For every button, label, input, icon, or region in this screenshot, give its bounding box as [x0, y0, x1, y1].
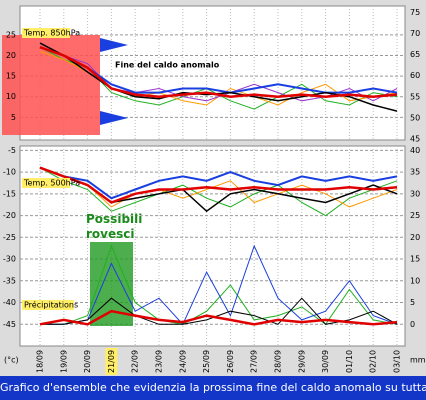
x-tick-label: 30/09 [321, 350, 330, 373]
x-tick-label: 01/10 [345, 350, 354, 373]
y2-tick-label: 0 [410, 320, 415, 329]
x-tick-label: 22/09 [131, 350, 140, 373]
annotation: Possibili rovesci [86, 212, 143, 241]
y-tick-label: -45 [3, 320, 16, 329]
x-tick-label: 20/09 [83, 350, 92, 373]
label-bg [22, 300, 74, 310]
series-line [39, 166, 398, 200]
x-tick-label: 28/09 [274, 350, 283, 373]
caption: Grafico d'ensemble che evidenzia la pros… [0, 376, 426, 400]
panel-title: Temp. 500hPa [23, 179, 80, 188]
y-tick-label: -5 [8, 146, 16, 155]
x-tick-label: 19/09 [59, 350, 68, 373]
y-tick-label: -15 [3, 189, 16, 198]
y-tick-label: -30 [3, 255, 16, 264]
y-tick-label: 20 [6, 51, 16, 60]
y-tick-label: 5 [11, 113, 16, 122]
y2-tick-label: 40 [410, 146, 420, 155]
label-bg [22, 28, 70, 38]
y-tick-label: -10 [3, 168, 16, 177]
y2-tick-label: 65 [410, 50, 420, 59]
label-bg [22, 178, 70, 188]
panel-title: Temp. 850hPa [23, 29, 80, 38]
series-line [39, 309, 398, 326]
highlight [105, 348, 118, 375]
y2-tick-label: 70 [410, 29, 420, 38]
y2-tick-label: 45 [410, 135, 420, 144]
y2-tick-label: 15 [410, 255, 420, 264]
x-tick-label: 24/09 [178, 350, 187, 373]
x-tick-label: 27/09 [250, 350, 259, 373]
x-tick-label: 21/09 [107, 350, 116, 373]
y2-tick-label: 20 [410, 233, 420, 242]
y2-tick-label: 60 [410, 71, 420, 80]
y-tick-label: -40 [3, 298, 16, 307]
y-tick-label: 15 [6, 72, 16, 81]
y2-tick-label: 75 [410, 8, 420, 17]
y-tick-label: -20 [3, 211, 16, 220]
y2-tick-label: 35 [410, 168, 420, 177]
x-tick-label: 02/10 [369, 350, 378, 373]
y-tick-label: 10 [6, 92, 16, 101]
y2-tick-label: 50 [410, 114, 420, 123]
panel-label: Temp. 850hPa [22, 28, 80, 38]
series-line [40, 244, 398, 326]
y2-tick-label: 55 [410, 92, 420, 101]
unit-right: mm [410, 356, 426, 365]
unit-left: (°c) [4, 356, 19, 365]
arrow [100, 38, 128, 52]
chart: (°c) mm 18/09 19/09 20/09 21/09 22/09 23/09 24… [2, 5, 426, 375]
y-tick-label: 25 [6, 30, 16, 39]
y2-label: Précipitations [24, 300, 78, 310]
y-tick-label: -35 [3, 276, 16, 285]
x-tick-label: 18/09 [36, 350, 45, 373]
arrow [100, 111, 128, 125]
x-tick-label: 29/09 [297, 350, 306, 373]
x-tick-label: 03/10 [393, 350, 402, 373]
x-tick-label: 26/09 [226, 350, 235, 373]
series-line [40, 244, 398, 326]
y2-tick-label: 10 [410, 276, 420, 285]
panel-label: Temp. 500hPa [22, 178, 80, 188]
y-tick-label: -25 [3, 233, 16, 242]
annotation: Fine del caldo anomalo [115, 61, 220, 70]
series-line [39, 46, 398, 98]
series-line [39, 166, 398, 204]
x-tick-label: 25/09 [202, 350, 211, 373]
y2-tick-label: 30 [410, 189, 420, 198]
y2-tick-label: 25 [410, 211, 420, 220]
x-tick-label: 23/09 [155, 350, 164, 373]
series-line [39, 46, 398, 94]
series-line [39, 167, 398, 208]
y2-tick-label: 5 [410, 298, 415, 307]
